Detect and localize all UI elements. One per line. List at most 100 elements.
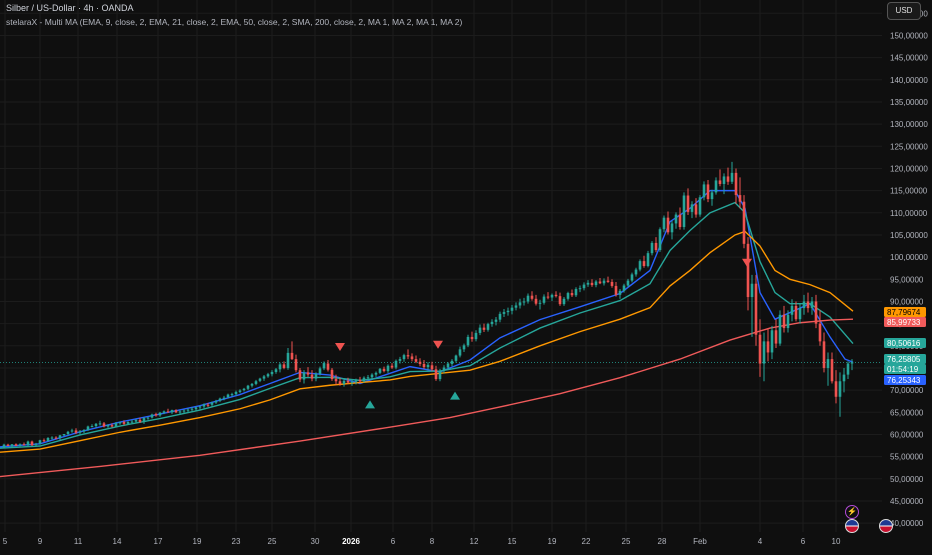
candle-body xyxy=(422,363,426,368)
candle-body xyxy=(458,349,462,356)
candle-body xyxy=(62,434,66,436)
candle-body xyxy=(718,180,722,184)
candle-body xyxy=(82,430,86,432)
candle-body xyxy=(642,261,646,266)
candle-body xyxy=(702,184,706,198)
candle-body xyxy=(182,410,186,412)
y-tick-label: 70,00000 xyxy=(890,386,924,395)
x-tick-label: 9 xyxy=(38,537,43,546)
price-label-text: 80,50616 xyxy=(887,339,921,348)
flag-icon[interactable] xyxy=(879,519,893,533)
price-label-bg xyxy=(884,364,926,374)
candle-body xyxy=(594,281,598,286)
x-tick-label: 19 xyxy=(193,537,202,546)
candle-body xyxy=(362,377,366,382)
candle-body xyxy=(214,401,218,403)
lightning-icon[interactable]: ⚡ xyxy=(845,505,859,519)
candle-body xyxy=(346,380,350,383)
candle-body xyxy=(686,195,690,212)
price-label-bg xyxy=(884,375,926,385)
candle-body xyxy=(374,372,378,375)
candle-body xyxy=(70,430,74,432)
x-tick-label: 28 xyxy=(658,537,667,546)
candle-body xyxy=(846,363,850,375)
candle-body xyxy=(630,274,634,281)
candle-body xyxy=(470,336,474,340)
x-tick-label: 10 xyxy=(832,537,841,546)
candle-body xyxy=(626,280,630,286)
x-tick-label: 17 xyxy=(154,537,163,546)
candle-body xyxy=(338,381,342,384)
candle-body xyxy=(282,364,286,368)
candle-body xyxy=(694,204,698,215)
candle-body xyxy=(570,293,574,296)
price-label-text: 76,25805 xyxy=(887,355,921,364)
candle-body xyxy=(790,305,794,315)
x-tick-label: 19 xyxy=(548,537,557,546)
flag-icon[interactable] xyxy=(845,519,859,533)
candle-body xyxy=(830,359,834,382)
candle-body xyxy=(514,305,518,308)
candle-body xyxy=(682,195,686,227)
candle-body xyxy=(562,298,566,305)
candle-body xyxy=(834,381,838,397)
y-tick-label: 40,00000 xyxy=(890,519,924,528)
candle-body xyxy=(542,296,546,303)
candle-body xyxy=(178,411,182,413)
candle-body xyxy=(14,444,18,446)
candle-body xyxy=(714,180,718,193)
candle-body xyxy=(418,361,422,364)
candle-body xyxy=(166,411,170,413)
candle-body xyxy=(278,364,282,370)
candle-body xyxy=(482,327,486,330)
candle-body xyxy=(386,365,390,372)
candle-body xyxy=(342,380,346,384)
candle-body xyxy=(310,374,314,379)
price-label-bg xyxy=(884,354,926,364)
candle-body xyxy=(558,296,562,305)
candle-body xyxy=(710,192,714,200)
x-tick-label: 4 xyxy=(758,537,763,546)
currency-button[interactable]: USD xyxy=(887,2,921,20)
candle-body xyxy=(254,381,258,384)
candle-body xyxy=(138,419,142,423)
y-tick-label: 95,00000 xyxy=(890,275,924,284)
candle-body xyxy=(770,330,774,353)
candle-body xyxy=(502,312,506,314)
candle-body xyxy=(498,313,502,320)
x-tick-label: 23 xyxy=(232,537,241,546)
candle-body xyxy=(250,383,254,386)
candle-body xyxy=(434,369,438,380)
candle-body xyxy=(394,360,398,368)
price-label: 01:54:19 xyxy=(884,364,926,374)
price-label-text: 01:54:19 xyxy=(887,365,919,374)
candle-body xyxy=(106,425,110,427)
buy-signal-marker xyxy=(365,400,375,409)
candle-body xyxy=(462,345,466,350)
candle-body xyxy=(274,369,278,372)
x-tick-label: 8 xyxy=(430,537,435,546)
candle-body xyxy=(598,281,602,284)
candle-body xyxy=(390,365,394,368)
candle-body xyxy=(550,294,554,298)
indicator-legend[interactable]: stelaraX - Multi MA (EMA, 9, close, 2, E… xyxy=(6,17,463,27)
candle-body xyxy=(78,431,82,433)
candle-body xyxy=(726,176,730,182)
candle-body xyxy=(206,404,210,406)
buy-signal-marker xyxy=(450,391,460,400)
y-tick-label: 120,00000 xyxy=(890,164,928,173)
x-tick-label: 2026 xyxy=(342,537,360,546)
x-tick-label: 12 xyxy=(470,537,479,546)
candle-body xyxy=(778,314,782,344)
candle-body xyxy=(490,321,494,325)
ema21-line xyxy=(0,201,854,449)
candle-body xyxy=(822,341,826,368)
candle-body xyxy=(38,440,42,444)
candle-body xyxy=(762,341,766,364)
candle-body xyxy=(782,314,786,329)
candle-body xyxy=(262,376,266,379)
x-tick-label: 25 xyxy=(268,537,277,546)
candle-body xyxy=(22,444,26,446)
